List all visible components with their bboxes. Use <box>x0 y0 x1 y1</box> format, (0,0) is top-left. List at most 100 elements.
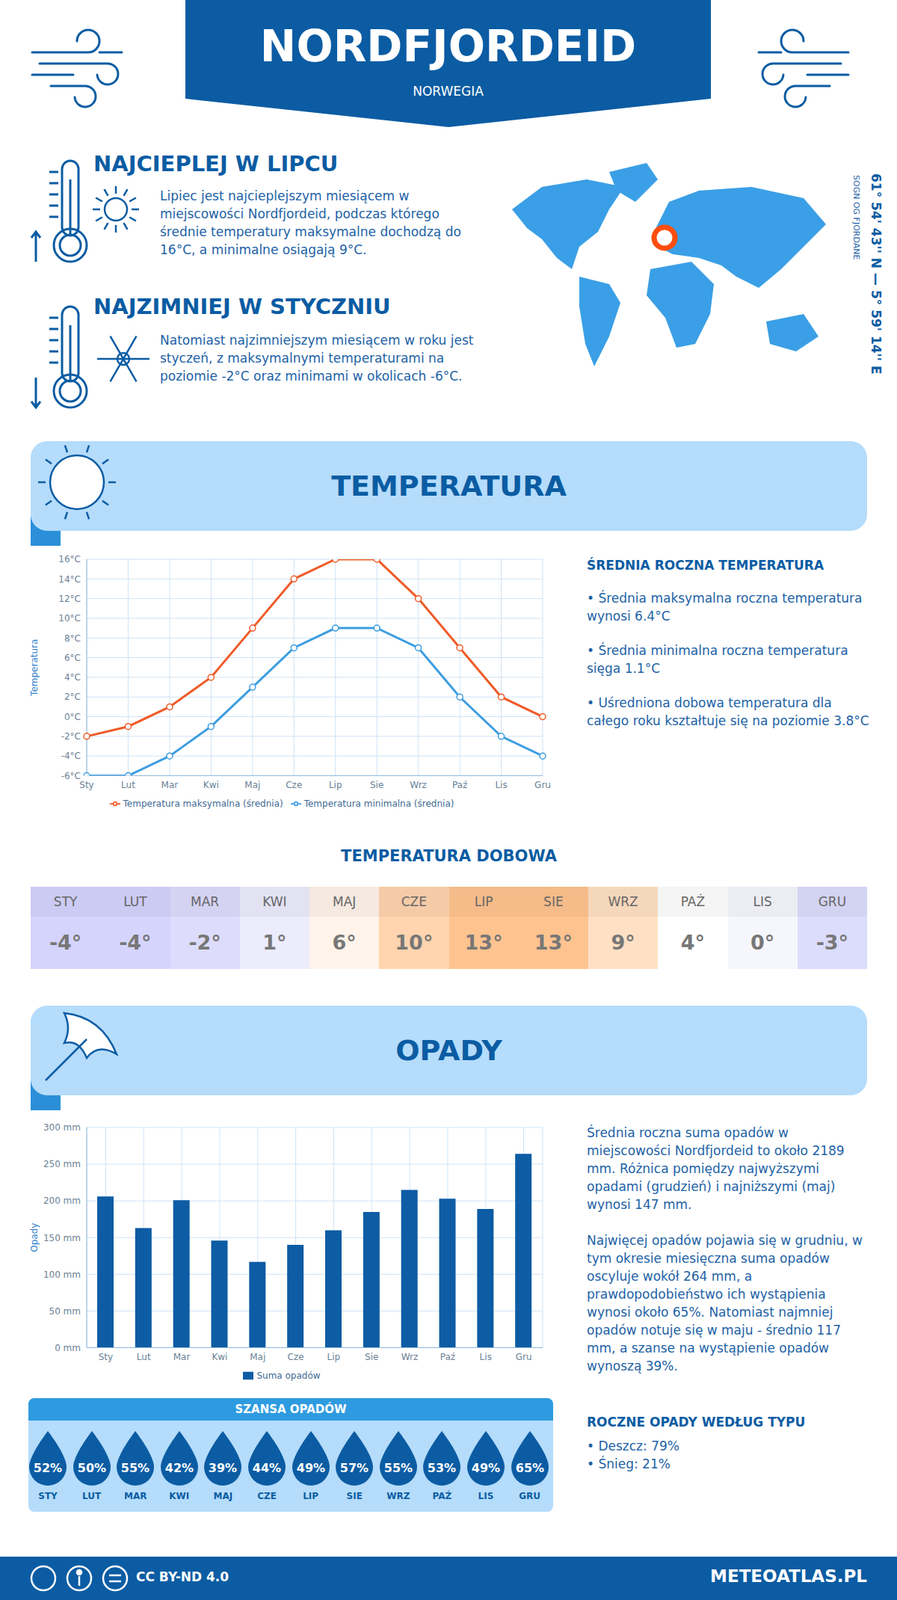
html-text:METEOATLAS.PL: METEOATLAS.PL <box>710 1566 868 1586</box>
svg-text:Sty: Sty <box>79 779 94 791</box>
svg-text:Kwi: Kwi <box>211 1351 228 1362</box>
html-text:-2°: -2° <box>188 930 222 954</box>
html-text:SIE: SIE <box>543 894 564 909</box>
html-text:MAR: MAR <box>190 894 220 909</box>
svg-text:250 mm: 250 mm <box>43 1158 81 1170</box>
html-text:• Średnia minimalna roczna tem: • Średnia minimalna roczna temperatura s… <box>586 642 849 676</box>
html-text:13°: 13° <box>464 930 503 954</box>
svg-text:-6°C: -6°C <box>61 770 81 782</box>
html-text:4°: 4° <box>680 930 705 954</box>
svg-text:57%: 57% <box>340 1460 369 1475</box>
svg-text:55%: 55% <box>384 1460 413 1475</box>
html-text:TEMPERATURA DOBOWA: TEMPERATURA DOBOWA <box>340 846 557 865</box>
html-text:• Średnia maksymalna roczna te: • Średnia maksymalna roczna temperatura … <box>586 590 863 624</box>
svg-text:6°C: 6°C <box>64 652 81 664</box>
svg-text:52%: 52% <box>33 1460 63 1475</box>
html-text:MAJ: MAJ <box>332 894 357 909</box>
svg-text:Lip: Lip <box>327 1351 341 1362</box>
svg-text:Cze: Cze <box>287 1351 305 1362</box>
svg-text:-4°C: -4°C <box>61 750 81 761</box>
html-text:OPADY: OPADY <box>395 1033 503 1067</box>
html-text:NAJCIEPLEJ W LIPCU: NAJCIEPLEJ W LIPCU <box>93 150 339 177</box>
svg-text:Lip: Lip <box>328 779 343 791</box>
html-text:LUT: LUT <box>123 894 147 909</box>
html-text:NORWEGIA: NORWEGIA <box>412 83 484 99</box>
svg-text:49%: 49% <box>471 1460 501 1475</box>
svg-text:42%: 42% <box>165 1460 194 1475</box>
html-text:• Śnieg: 21%: • Śnieg: 21% <box>586 1456 671 1472</box>
svg-text:Mar: Mar <box>173 1351 191 1362</box>
svg-text:8°C: 8°C <box>64 633 81 644</box>
svg-text:Lut: Lut <box>121 779 136 791</box>
html-text:9°: 9° <box>611 930 636 954</box>
svg-text:Mar: Mar <box>161 779 179 791</box>
svg-text:Wrz: Wrz <box>409 779 427 791</box>
svg-text:Sty: Sty <box>98 1351 113 1362</box>
svg-text:Gru: Gru <box>515 1351 533 1362</box>
svg-text:16°C: 16°C <box>58 553 81 565</box>
svg-text:Temperatura: Temperatura <box>29 639 40 697</box>
svg-text:0°C: 0°C <box>64 711 81 723</box>
svg-text:200 mm: 200 mm <box>43 1195 81 1206</box>
html-text:LIP: LIP <box>474 894 493 909</box>
svg-text:Sie: Sie <box>364 1351 379 1362</box>
html-text:LIS: LIS <box>753 894 773 909</box>
svg-text:55%: 55% <box>121 1460 150 1475</box>
html-text:STY: STY <box>53 894 78 909</box>
html-text:-4°: -4° <box>118 930 152 954</box>
svg-text:Lis: Lis <box>479 1351 492 1362</box>
html-text:13°: 13° <box>534 930 573 954</box>
svg-text:65%: 65% <box>515 1460 544 1475</box>
html-text:CZE: CZE <box>401 894 427 909</box>
html-text:-4°: -4° <box>49 930 82 954</box>
svg-text:2°C: 2°C <box>64 691 81 702</box>
svg-text:Paź: Paź <box>452 779 468 791</box>
svg-text:4°C: 4°C <box>64 672 81 683</box>
html-text:1°: 1° <box>262 930 287 954</box>
svg-text:Maj: Maj <box>249 1351 266 1362</box>
html-text:Średnia roczna suma opadów w m: Średnia roczna suma opadów w miejscowośc… <box>586 1124 845 1212</box>
svg-text:Maj: Maj <box>244 779 261 791</box>
html-text:• Deszcz: 79%: • Deszcz: 79% <box>586 1438 680 1454</box>
html-text:Najwięcej opadów pojawia się w: Najwięcej opadów pojawia się w grudniu, … <box>586 1232 863 1374</box>
svg-text:Kwi: Kwi <box>203 779 220 791</box>
svg-text:150 mm: 150 mm <box>43 1232 81 1244</box>
html-text:Lipiec jest najcieplejszym mie: Lipiec jest najcieplejszym miesiącem w m… <box>159 188 462 258</box>
html-text:KWI: KWI <box>262 894 287 909</box>
html-text:PAŹ: PAŹ <box>680 894 705 909</box>
svg-text:Cze: Cze <box>285 779 302 791</box>
html-text:NAJZIMNIEJ W STYCZNIU: NAJZIMNIEJ W STYCZNIU <box>93 293 391 320</box>
html-text:10°: 10° <box>394 930 434 954</box>
svg-text:Opady: Opady <box>29 1222 40 1253</box>
svg-text:44%: 44% <box>252 1460 282 1475</box>
svg-text:Wrz: Wrz <box>401 1351 419 1362</box>
html-text:NORDFJORDEID: NORDFJORDEID <box>259 20 637 72</box>
html-text:Natomiast najzimniejszym miesi: Natomiast najzimniejszym miesiącem w rok… <box>159 332 474 384</box>
html-text:-3°: -3° <box>815 930 849 954</box>
html-text:• Uśredniona dobowa temperatur: • Uśredniona dobowa temperatura dla całe… <box>586 695 870 729</box>
svg-text:Gru: Gru <box>534 779 551 791</box>
svg-text:50%: 50% <box>76 1460 106 1475</box>
svg-text:100 mm: 100 mm <box>43 1269 81 1280</box>
html-text:TEMPERATURA: TEMPERATURA <box>331 469 567 503</box>
svg-text:14°C: 14°C <box>58 574 81 585</box>
svg-text:Sie: Sie <box>370 779 384 791</box>
svg-text:Lis: Lis <box>494 779 507 791</box>
svg-text:300 mm: 300 mm <box>43 1121 81 1133</box>
svg-text:53%: 53% <box>427 1460 456 1475</box>
svg-text:10°C: 10°C <box>58 612 81 624</box>
html-text:61° 54' 43'' N — 5° 59' 14'' E: 61° 54' 43'' N — 5° 59' 14'' E <box>868 173 884 375</box>
html-text:WRZ: WRZ <box>608 894 639 909</box>
html-text:ŚREDNIA ROCZNA TEMPERATURA: ŚREDNIA ROCZNA TEMPERATURA <box>586 557 824 573</box>
svg-text:50 mm: 50 mm <box>49 1305 81 1317</box>
svg-text:Lut: Lut <box>136 1351 151 1362</box>
html-text:6°: 6° <box>332 930 357 954</box>
svg-text:Paź: Paź <box>440 1351 456 1362</box>
html-text:0°: 0° <box>750 930 775 954</box>
html-text:ROCZNE OPADY WEDŁUG TYPU: ROCZNE OPADY WEDŁUG TYPU <box>586 1414 806 1430</box>
svg-text:39%: 39% <box>208 1460 237 1475</box>
svg-text:49%: 49% <box>296 1460 325 1475</box>
svg-text:0 mm: 0 mm <box>54 1342 81 1353</box>
svg-text:12°C: 12°C <box>58 593 81 604</box>
svg-text:-2°C: -2°C <box>61 731 81 742</box>
